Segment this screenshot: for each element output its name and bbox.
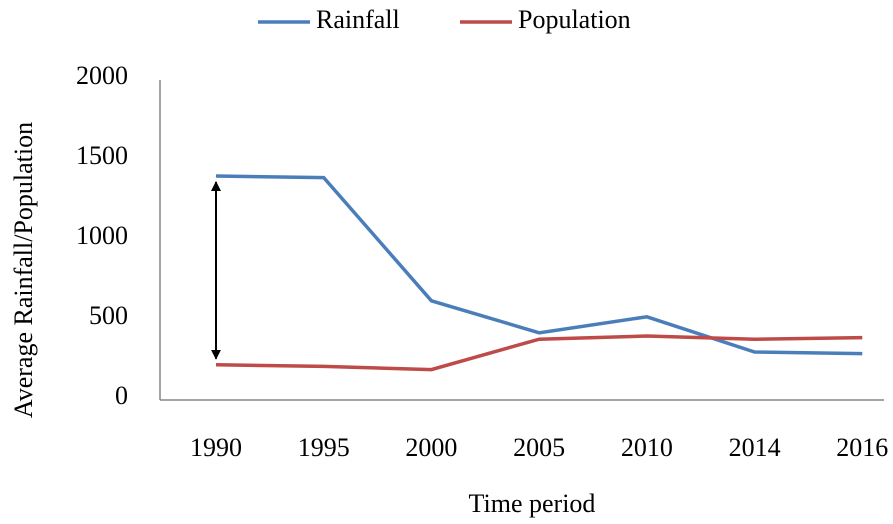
y-tick-label: 0 bbox=[115, 381, 128, 410]
y-tick-label: 2000 bbox=[76, 61, 128, 90]
y-tick-label: 1500 bbox=[76, 141, 128, 170]
x-tick-label: 1990 bbox=[190, 433, 242, 462]
x-tick-label: 2014 bbox=[729, 433, 781, 462]
x-axis-title: Time period bbox=[469, 489, 596, 518]
x-tick-label: 2016 bbox=[836, 433, 888, 462]
legend-label: Population bbox=[518, 5, 631, 34]
y-axis-title: Average Rainfall/Population bbox=[9, 122, 38, 418]
y-tick-label: 1000 bbox=[76, 221, 128, 250]
y-tick-label: 500 bbox=[89, 301, 128, 330]
x-tick-label: 1995 bbox=[298, 433, 350, 462]
x-tick-label: 2010 bbox=[621, 433, 673, 462]
x-tick-label: 2000 bbox=[405, 433, 457, 462]
x-tick-label: 2005 bbox=[513, 433, 565, 462]
series-line bbox=[215, 334, 863, 372]
legend-label: Rainfall bbox=[316, 5, 400, 34]
series-line bbox=[215, 174, 863, 356]
